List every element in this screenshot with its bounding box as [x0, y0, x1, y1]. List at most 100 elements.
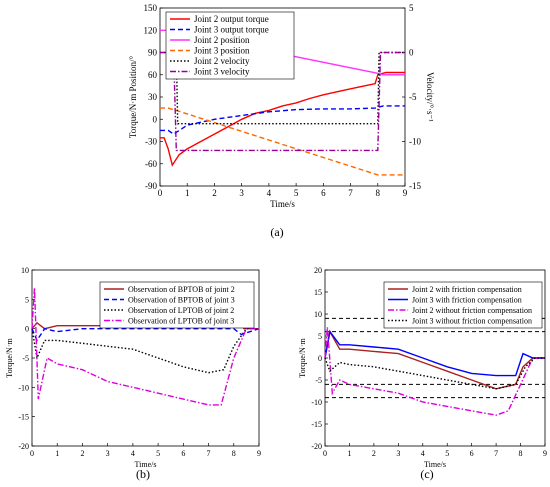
legend-label-5: Joint 2 velocity: [194, 56, 250, 66]
x-tick-label-1: 1: [185, 188, 190, 198]
x-tick-label-0: 0: [158, 188, 163, 198]
legend-label-3: Joint 2 position: [194, 35, 250, 45]
y-tick-label-4: 30: [148, 92, 158, 102]
legend-label-4: Joint 3 without friction compensation: [412, 317, 532, 326]
y-tick-label-6: 10: [314, 310, 322, 319]
legend-label-1: Observation of BPTOB of joint 2: [128, 285, 235, 294]
y-tick-label-0: -20: [18, 442, 29, 451]
x-tick-label-2: 2: [372, 449, 376, 458]
legend-box: [99, 281, 255, 329]
y-tick-label-6: 90: [148, 48, 158, 58]
legend-label-2: Joint 3 output torque: [194, 25, 269, 35]
x-tick-label-6: 6: [181, 449, 185, 458]
x-tick-label-4: 4: [267, 188, 272, 198]
y-tick-label-1: -15: [311, 420, 322, 429]
y2-tick-label-0: -15: [409, 181, 421, 191]
y-tick-label-8: 150: [144, 3, 158, 13]
series-line-3: [324, 327, 545, 416]
x-tick-label-6: 6: [321, 188, 326, 198]
y-tick-label-2: -30: [145, 137, 157, 147]
panel-label-b: (b): [136, 467, 150, 481]
x-tick-label-9: 9: [257, 449, 261, 458]
x-tick-label-1: 1: [347, 449, 351, 458]
y-tick-label-4: 0: [25, 325, 29, 334]
chart-3: 0 1 2 3 4 5 6 7 8 9 -20 -15 -10 -5 0 5 10 15 20 Time/s Torqu…: [298, 266, 547, 469]
y-tick-label-2: -10: [18, 383, 29, 392]
y-tick-label-0: -20: [311, 442, 322, 451]
y-tick-label-5: 5: [318, 332, 322, 341]
y-tick-label-7: 120: [144, 25, 158, 35]
y2-tick-label-2: -5: [409, 92, 417, 102]
x-tick-label-7: 7: [207, 449, 211, 458]
y2-axis-label: Velocity/°·s⁻¹: [425, 72, 435, 122]
y2-tick-label-4: 5: [409, 3, 414, 13]
panel-label-a: (a): [270, 225, 283, 239]
x-tick-label-0: 0: [323, 449, 327, 458]
x-tick-label-3: 3: [106, 449, 110, 458]
legend-label-1: Joint 2 with friction compensation: [412, 285, 522, 294]
x-axis-label: Time/s: [270, 199, 295, 209]
y-tick-label-8: 20: [314, 266, 322, 275]
y-tick-label-4: 0: [318, 354, 322, 363]
x-tick-label-1: 1: [55, 449, 59, 458]
x-tick-label-3: 3: [239, 188, 244, 198]
y2-tick-label-3: 0: [409, 48, 414, 58]
series-line-1: [324, 329, 545, 390]
x-tick-label-8: 8: [376, 188, 381, 198]
legend-label-3: Observation of LPTOB of joint 2: [128, 306, 234, 315]
x-tick-label-5: 5: [294, 188, 299, 198]
x-tick-label-7: 7: [348, 188, 353, 198]
x-tick-label-0: 0: [30, 449, 34, 458]
chart-2: 0 1 2 3 4 5 6 7 8 9 -20 -15 -10 -5 0 5 10 Time/s Torque/N·…: [5, 266, 261, 469]
y-tick-label-7: 15: [314, 288, 322, 297]
y-tick-label-2: -10: [311, 398, 322, 407]
y-tick-label-3: -5: [315, 376, 322, 385]
legend-box: [165, 11, 295, 80]
x-tick-label-4: 4: [421, 449, 425, 458]
y-tick-label-3: -5: [22, 354, 29, 363]
legend-label-2: Observation of BPTOB of joint 3: [128, 296, 235, 305]
y-tick-label-1: -60: [145, 159, 157, 169]
y-axis-label: Torque/N·m: [5, 338, 14, 378]
series-line-2: [324, 329, 545, 377]
x-tick-label-6: 6: [470, 449, 474, 458]
y-tick-label-5: 5: [25, 295, 29, 304]
series-line-1: [160, 71, 405, 167]
x-axis-label: Time/s: [424, 460, 446, 469]
legend-box: [383, 281, 543, 329]
series-line-4: [324, 357, 545, 390]
x-tick-label-7: 7: [494, 449, 498, 458]
x-tick-label-3: 3: [396, 449, 400, 458]
chart-1: 0 1 2 3 4 5 6 7 8 9 -90 -60 -30 0 30 60 90 120 150 -15 -10 -5…: [128, 3, 435, 209]
x-tick-label-4: 4: [131, 449, 135, 458]
x-tick-label-5: 5: [445, 449, 449, 458]
legend-label-3: Joint 2 without friction compensation: [412, 306, 532, 315]
y-axis-label: Torque/N·m Position/°: [128, 55, 138, 138]
legend-label-1: Joint 2 output torque: [194, 14, 269, 24]
y-axis-label: Torque/N·m: [298, 338, 307, 378]
legend-label-4: Joint 3 position: [194, 46, 250, 56]
x-tick-label-8: 8: [519, 449, 523, 458]
legend-label-4: Observation of LPTOB of joint 3: [128, 317, 234, 326]
x-tick-label-9: 9: [543, 449, 547, 458]
y-tick-label-3: 0: [153, 114, 158, 124]
y2-tick-label-1: -10: [409, 137, 421, 147]
series-line-2: [160, 105, 405, 135]
legend-label-2: Joint 3 with friction compensation: [412, 296, 522, 305]
y-tick-label-0: -90: [145, 181, 157, 191]
x-tick-label-2: 2: [212, 188, 217, 198]
x-tick-label-2: 2: [80, 449, 84, 458]
series-line-3: [31, 328, 259, 374]
legend-label-6: Joint 3 velocity: [194, 67, 250, 77]
y-tick-label-5: 60: [148, 70, 158, 80]
x-tick-label-9: 9: [403, 188, 408, 198]
y-tick-label-1: -15: [18, 413, 29, 422]
x-tick-label-8: 8: [232, 449, 236, 458]
panel-label-c: (c): [420, 467, 433, 481]
x-tick-label-5: 5: [156, 449, 160, 458]
y-tick-label-6: 10: [21, 266, 29, 275]
series-line-2: [31, 327, 260, 342]
series-line-4: [160, 107, 405, 176]
x-axis-label: Time/s: [135, 460, 157, 469]
